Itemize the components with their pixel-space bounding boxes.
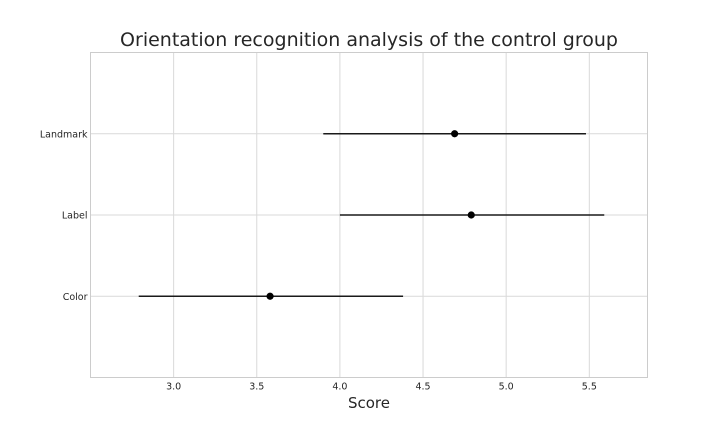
- x-axis-label: Score: [348, 394, 390, 412]
- x-tick-label: 3.5: [249, 382, 264, 393]
- x-tick-label: 4.0: [332, 382, 347, 393]
- x-tick-label: 4.5: [415, 382, 430, 393]
- chart-title: Orientation recognition analysis of the …: [120, 29, 618, 51]
- x-tick-label: 5.5: [582, 382, 597, 393]
- data-point: [266, 292, 274, 300]
- x-tick-label: 3.0: [166, 382, 181, 393]
- plot-frame: [90, 52, 648, 378]
- y-tick-label: Color: [63, 292, 88, 303]
- y-tick-label: Landmark: [40, 129, 88, 140]
- tick-labels: 3.0 3.5 4.0 4.5 5.0 5.5 Color Label Landmark: [40, 129, 597, 392]
- x-tick-label: 5.0: [499, 382, 514, 393]
- y-tick-label: Label: [62, 211, 88, 222]
- data-point: [467, 211, 475, 219]
- data-point: [451, 130, 459, 138]
- data-marks: [138, 130, 605, 300]
